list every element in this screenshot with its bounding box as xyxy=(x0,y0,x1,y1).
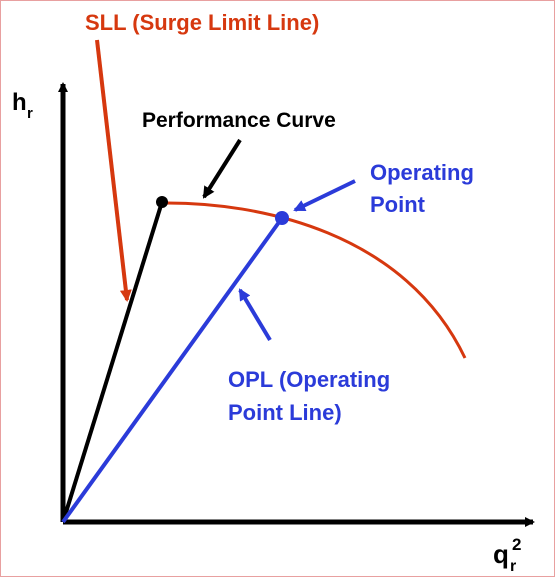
op-arrow xyxy=(293,179,356,212)
surge-limit-line xyxy=(61,201,164,523)
x-axis-superscript: 2 xyxy=(512,535,521,554)
y-axis-subscript: r xyxy=(27,105,33,122)
op-label: Point xyxy=(370,192,426,217)
x-axis-subscript: r xyxy=(510,558,516,575)
opl-arrow xyxy=(238,288,272,342)
surge-point xyxy=(156,196,168,208)
sll-label: SLL (Surge Limit Line) xyxy=(85,10,319,35)
y-axis-label: h xyxy=(12,89,27,116)
curve-label: Performance Curve xyxy=(142,109,336,132)
operating-point-line xyxy=(61,216,284,524)
opl-label: OPL (Operating xyxy=(228,367,390,392)
operating-point xyxy=(275,211,289,225)
sll-arrow xyxy=(95,39,132,302)
op-label: Operating xyxy=(370,160,474,185)
curve-arrow xyxy=(202,138,242,199)
x-axis-label: q xyxy=(493,539,509,569)
performance-curve xyxy=(161,201,467,359)
opl-label: Point Line) xyxy=(228,400,342,425)
